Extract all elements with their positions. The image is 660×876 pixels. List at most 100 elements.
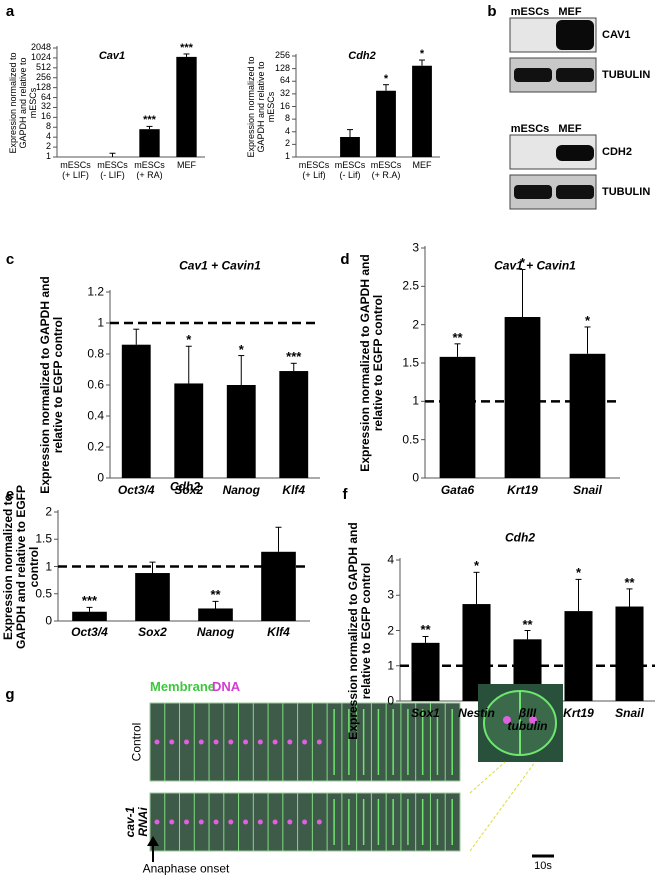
y-tick-label: 8 — [45, 121, 51, 132]
y-tick-label: 0.4 — [87, 408, 104, 423]
y-tick-label: 64 — [279, 75, 290, 86]
y-tick-label: 256 — [274, 50, 290, 61]
bar — [135, 573, 170, 621]
x-tick-label: Nanog — [222, 483, 260, 497]
bar — [412, 65, 432, 157]
x-tick-label: MEF — [412, 160, 432, 170]
y-tick-label: 128 — [274, 62, 290, 73]
y-tick-label: 4 — [284, 125, 290, 136]
dna-dot — [198, 739, 204, 745]
significance-mark: * — [419, 47, 425, 60]
bar — [340, 136, 360, 157]
significance-mark: *** — [81, 593, 98, 609]
significance-mark: ** — [420, 622, 431, 638]
panel-label: b — [487, 2, 497, 20]
bar — [376, 90, 396, 157]
significance-mark: *** — [286, 349, 302, 365]
significance-mark: * — [186, 332, 192, 348]
y-tick-label: 1.5 — [35, 531, 52, 546]
blot-band — [514, 185, 552, 199]
x-tick-label: mESCs (- LIF) — [97, 160, 128, 180]
y-tick-label: 0.5 — [402, 432, 419, 447]
y-tick-label: 1.5 — [402, 355, 419, 370]
panel-label: g — [5, 685, 15, 703]
x-tick-label: Krt19 — [563, 706, 594, 720]
y-tick-label: 0 — [97, 470, 104, 485]
y-tick-label: 8 — [284, 113, 290, 124]
x-tick-label: mESCs (+ RA) — [134, 160, 165, 180]
strip-border — [149, 702, 461, 782]
significance-mark: ** — [210, 587, 221, 603]
dna-dot — [154, 739, 160, 745]
bar — [279, 371, 309, 478]
dna-dot — [184, 819, 190, 825]
y-tick-label: 0.5 — [35, 586, 52, 601]
dna-dot — [243, 819, 249, 825]
significance-mark: *** — [143, 114, 156, 127]
legend-dna: DNA — [212, 678, 241, 694]
y-tick-label: 1024 — [30, 51, 51, 62]
dna-dot — [154, 819, 160, 825]
y-tick-label: 4 — [387, 552, 394, 567]
y-tick-label: 0 — [45, 613, 52, 628]
y-tick-label: 0.8 — [87, 346, 104, 361]
x-tick-label: mESCs (+ LIF) — [60, 160, 91, 180]
lane-label: MEF — [558, 122, 582, 135]
chart-title: Cdh2 — [170, 479, 200, 494]
inset-dna — [503, 716, 511, 724]
blot-band — [556, 20, 594, 50]
y-tick-label: 256 — [35, 71, 51, 82]
dna-dot — [316, 739, 322, 745]
lane-label: mESCs — [510, 5, 550, 18]
dna-dot — [228, 739, 234, 745]
y-axis-label: Expression normalized to GAPDH and relat… — [345, 521, 373, 740]
bar — [198, 608, 233, 621]
panel-label: a — [5, 2, 15, 20]
bar — [569, 353, 606, 478]
dna-dot — [198, 819, 204, 825]
significance-mark: * — [383, 72, 389, 85]
x-tick-label: mESCs (+ R.A) — [370, 160, 402, 180]
significance-mark: * — [473, 558, 480, 574]
significance-mark: * — [575, 565, 582, 581]
y-tick-label: 32 — [40, 101, 51, 112]
y-tick-label: 1 — [387, 658, 394, 673]
x-tick-label: mESCs (+ Lif) — [298, 160, 330, 180]
y-tick-label: 2 — [45, 141, 51, 152]
y-tick-label: 16 — [40, 111, 51, 122]
legend-membrane: Membrane — [150, 678, 216, 694]
bar — [439, 356, 476, 478]
bar — [121, 344, 151, 478]
x-tick-label: βIII tubulin — [507, 706, 548, 734]
y-tick-label: 1 — [412, 393, 419, 408]
significance-mark: ** — [624, 574, 635, 590]
panel-label: e — [5, 485, 15, 503]
dna-dot — [287, 819, 293, 825]
x-tick-label: Sox2 — [138, 625, 167, 639]
dna-dot — [287, 739, 293, 745]
y-tick-label: 1 — [45, 151, 51, 162]
onset-arrowhead — [147, 836, 159, 846]
significance-mark: * — [584, 312, 591, 328]
y-tick-label: 2 — [387, 622, 394, 637]
y-tick-label: 128 — [35, 81, 51, 92]
y-tick-label: 1 — [97, 315, 104, 330]
bar — [504, 317, 541, 478]
bar — [174, 383, 204, 478]
significance-mark: ** — [522, 616, 533, 632]
x-tick-label: Nestin — [458, 706, 495, 720]
row-label: cav-1 RNAi — [122, 806, 150, 838]
bar — [72, 611, 107, 621]
band-label: TUBULIN — [602, 185, 651, 198]
panel-label: d — [340, 250, 350, 268]
y-tick-label: 16 — [279, 100, 290, 111]
x-tick-label: Snail — [615, 706, 644, 720]
bar — [261, 551, 296, 621]
dna-dot — [243, 739, 249, 745]
bar — [226, 385, 256, 478]
x-tick-label: Klf4 — [282, 483, 306, 497]
panel-label: f — [342, 485, 348, 503]
blot-band — [514, 68, 552, 82]
dna-dot — [272, 739, 278, 745]
y-tick-label: 0.6 — [87, 377, 104, 392]
